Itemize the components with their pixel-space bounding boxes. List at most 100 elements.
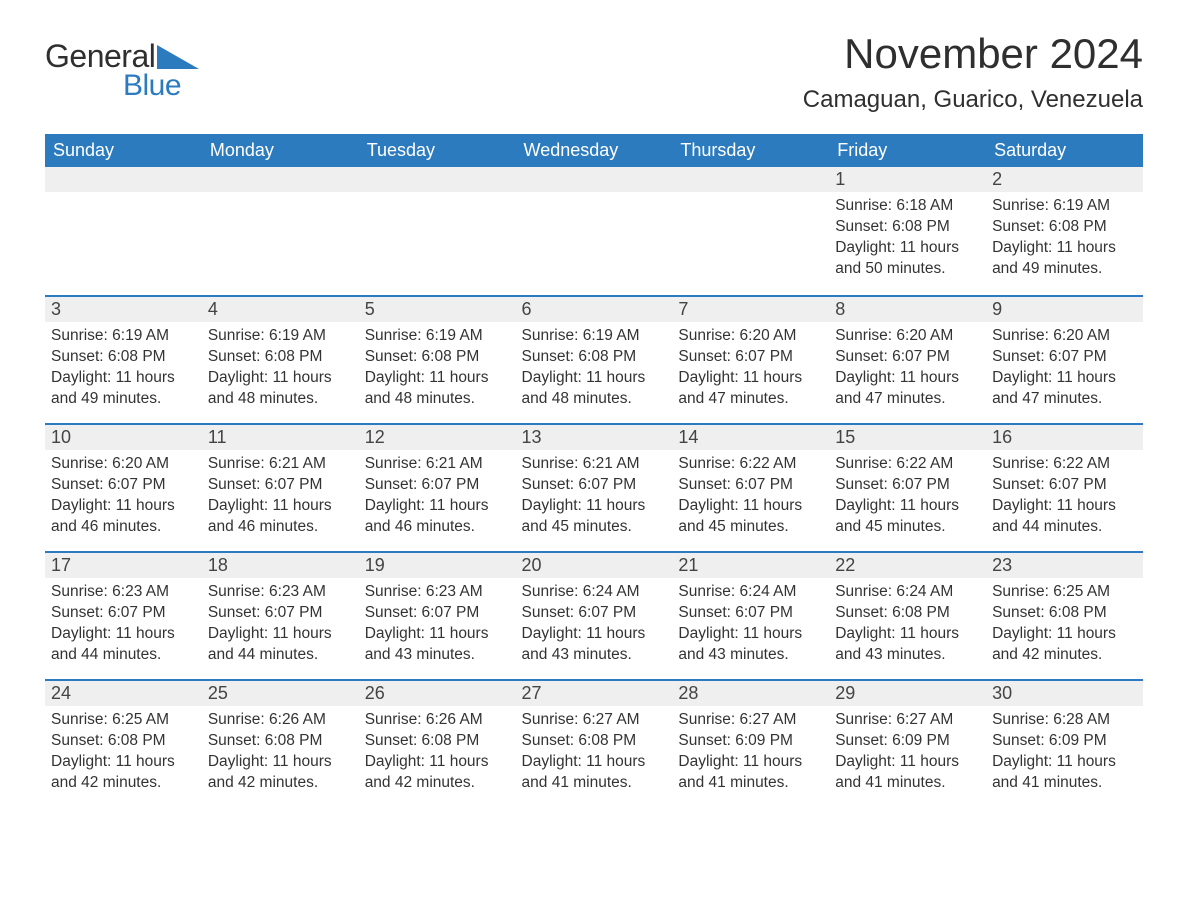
day-details: Sunrise: 6:25 AMSunset: 6:08 PMDaylight:… bbox=[45, 706, 202, 802]
day-details: Sunrise: 6:24 AMSunset: 6:08 PMDaylight:… bbox=[829, 578, 986, 674]
day-details: Sunrise: 6:26 AMSunset: 6:08 PMDaylight:… bbox=[202, 706, 359, 802]
sunset-text: Sunset: 6:07 PM bbox=[678, 347, 823, 368]
day-header-cell: Monday bbox=[202, 134, 359, 167]
week-row: 24Sunrise: 6:25 AMSunset: 6:08 PMDayligh… bbox=[45, 679, 1143, 807]
sunrise-text: Sunrise: 6:22 AM bbox=[835, 454, 980, 475]
day-cell: 15Sunrise: 6:22 AMSunset: 6:07 PMDayligh… bbox=[829, 423, 986, 551]
day-number: 13 bbox=[516, 423, 673, 450]
sunset-text: Sunset: 6:07 PM bbox=[208, 475, 353, 496]
day-details: Sunrise: 6:24 AMSunset: 6:07 PMDaylight:… bbox=[516, 578, 673, 674]
empty-day-number bbox=[516, 167, 673, 192]
day-details: Sunrise: 6:22 AMSunset: 6:07 PMDaylight:… bbox=[986, 450, 1143, 546]
sunset-text: Sunset: 6:07 PM bbox=[208, 603, 353, 624]
daylight-text: Daylight: 11 hours and 47 minutes. bbox=[992, 368, 1137, 410]
sunset-text: Sunset: 6:08 PM bbox=[51, 347, 196, 368]
day-number: 12 bbox=[359, 423, 516, 450]
empty-day-number bbox=[672, 167, 829, 192]
day-number: 19 bbox=[359, 551, 516, 578]
day-details: Sunrise: 6:20 AMSunset: 6:07 PMDaylight:… bbox=[829, 322, 986, 418]
day-number: 10 bbox=[45, 423, 202, 450]
day-header-cell: Sunday bbox=[45, 134, 202, 167]
day-details: Sunrise: 6:26 AMSunset: 6:08 PMDaylight:… bbox=[359, 706, 516, 802]
day-number: 8 bbox=[829, 295, 986, 322]
sunset-text: Sunset: 6:09 PM bbox=[678, 731, 823, 752]
day-cell: 4Sunrise: 6:19 AMSunset: 6:08 PMDaylight… bbox=[202, 295, 359, 423]
sunrise-text: Sunrise: 6:27 AM bbox=[678, 710, 823, 731]
sunrise-text: Sunrise: 6:20 AM bbox=[835, 326, 980, 347]
sunrise-text: Sunrise: 6:20 AM bbox=[678, 326, 823, 347]
day-cell: 11Sunrise: 6:21 AMSunset: 6:07 PMDayligh… bbox=[202, 423, 359, 551]
sunrise-text: Sunrise: 6:24 AM bbox=[522, 582, 667, 603]
day-header-cell: Saturday bbox=[986, 134, 1143, 167]
daylight-text: Daylight: 11 hours and 50 minutes. bbox=[835, 238, 980, 280]
sunrise-text: Sunrise: 6:22 AM bbox=[678, 454, 823, 475]
sunrise-text: Sunrise: 6:21 AM bbox=[365, 454, 510, 475]
sunrise-text: Sunrise: 6:25 AM bbox=[992, 582, 1137, 603]
daylight-text: Daylight: 11 hours and 44 minutes. bbox=[208, 624, 353, 666]
sunrise-text: Sunrise: 6:19 AM bbox=[51, 326, 196, 347]
day-details: Sunrise: 6:22 AMSunset: 6:07 PMDaylight:… bbox=[672, 450, 829, 546]
day-cell: 6Sunrise: 6:19 AMSunset: 6:08 PMDaylight… bbox=[516, 295, 673, 423]
day-cell: 21Sunrise: 6:24 AMSunset: 6:07 PMDayligh… bbox=[672, 551, 829, 679]
location-subtitle: Camaguan, Guarico, Venezuela bbox=[803, 86, 1143, 114]
daylight-text: Daylight: 11 hours and 41 minutes. bbox=[678, 752, 823, 794]
calendar-table: SundayMondayTuesdayWednesdayThursdayFrid… bbox=[45, 134, 1143, 807]
day-cell bbox=[202, 167, 359, 295]
day-header-cell: Friday bbox=[829, 134, 986, 167]
sunset-text: Sunset: 6:07 PM bbox=[678, 603, 823, 624]
logo-text-blue: Blue bbox=[123, 69, 199, 103]
day-number: 21 bbox=[672, 551, 829, 578]
day-details: Sunrise: 6:27 AMSunset: 6:09 PMDaylight:… bbox=[672, 706, 829, 802]
day-number: 16 bbox=[986, 423, 1143, 450]
daylight-text: Daylight: 11 hours and 49 minutes. bbox=[992, 238, 1137, 280]
day-cell: 7 Sunrise: 6:20 AMSunset: 6:07 PMDaylight… bbox=[672, 295, 829, 423]
sunrise-text: Sunrise: 6:19 AM bbox=[522, 326, 667, 347]
sunrise-text: Sunrise: 6:25 AM bbox=[51, 710, 196, 731]
sunrise-text: Sunrise: 6:21 AM bbox=[522, 454, 667, 475]
daylight-text: Daylight: 11 hours and 47 minutes. bbox=[678, 368, 823, 410]
day-header-row: SundayMondayTuesdayWednesdayThursdayFrid… bbox=[45, 134, 1143, 167]
sunset-text: Sunset: 6:07 PM bbox=[992, 347, 1137, 368]
sunset-text: Sunset: 6:08 PM bbox=[835, 603, 980, 624]
logo: General Blue bbox=[45, 38, 199, 103]
daylight-text: Daylight: 11 hours and 42 minutes. bbox=[208, 752, 353, 794]
daylight-text: Daylight: 11 hours and 41 minutes. bbox=[522, 752, 667, 794]
day-number: 9 bbox=[986, 295, 1143, 322]
day-number: 4 bbox=[202, 295, 359, 322]
day-details: Sunrise: 6:19 AMSunset: 6:08 PMDaylight:… bbox=[986, 192, 1143, 288]
sunset-text: Sunset: 6:08 PM bbox=[365, 731, 510, 752]
daylight-text: Daylight: 11 hours and 44 minutes. bbox=[51, 624, 196, 666]
sunrise-text: Sunrise: 6:27 AM bbox=[835, 710, 980, 731]
daylight-text: Daylight: 11 hours and 41 minutes. bbox=[992, 752, 1137, 794]
daylight-text: Daylight: 11 hours and 45 minutes. bbox=[522, 496, 667, 538]
sunrise-text: Sunrise: 6:20 AM bbox=[51, 454, 196, 475]
daylight-text: Daylight: 11 hours and 43 minutes. bbox=[365, 624, 510, 666]
day-header-cell: Tuesday bbox=[359, 134, 516, 167]
week-row: 17Sunrise: 6:23 AMSunset: 6:07 PMDayligh… bbox=[45, 551, 1143, 679]
day-cell: 26Sunrise: 6:26 AMSunset: 6:08 PMDayligh… bbox=[359, 679, 516, 807]
week-row: 10Sunrise: 6:20 AMSunset: 6:07 PMDayligh… bbox=[45, 423, 1143, 551]
page-header: General Blue November 2024 Camaguan, Gua… bbox=[45, 30, 1143, 114]
day-number: 17 bbox=[45, 551, 202, 578]
day-cell: 9Sunrise: 6:20 AMSunset: 6:07 PMDaylight… bbox=[986, 295, 1143, 423]
day-number: 26 bbox=[359, 679, 516, 706]
daylight-text: Daylight: 11 hours and 42 minutes. bbox=[51, 752, 196, 794]
day-cell bbox=[672, 167, 829, 295]
daylight-text: Daylight: 11 hours and 46 minutes. bbox=[365, 496, 510, 538]
day-cell: 20Sunrise: 6:24 AMSunset: 6:07 PMDayligh… bbox=[516, 551, 673, 679]
month-title: November 2024 bbox=[803, 30, 1143, 78]
sunset-text: Sunset: 6:07 PM bbox=[522, 475, 667, 496]
sunrise-text: Sunrise: 6:21 AM bbox=[208, 454, 353, 475]
sunrise-text: Sunrise: 6:18 AM bbox=[835, 196, 980, 217]
day-details: Sunrise: 6:21 AMSunset: 6:07 PMDaylight:… bbox=[516, 450, 673, 546]
daylight-text: Daylight: 11 hours and 41 minutes. bbox=[835, 752, 980, 794]
day-cell: 28Sunrise: 6:27 AMSunset: 6:09 PMDayligh… bbox=[672, 679, 829, 807]
day-number: 7 bbox=[672, 295, 829, 322]
day-number: 11 bbox=[202, 423, 359, 450]
title-block: November 2024 Camaguan, Guarico, Venezue… bbox=[803, 30, 1143, 114]
day-number: 27 bbox=[516, 679, 673, 706]
day-details: Sunrise: 6:20 AMSunset: 6:07 PMDaylight:… bbox=[45, 450, 202, 546]
day-details: Sunrise: 6:27 AMSunset: 6:08 PMDaylight:… bbox=[516, 706, 673, 802]
day-cell: 18Sunrise: 6:23 AMSunset: 6:07 PMDayligh… bbox=[202, 551, 359, 679]
day-details: Sunrise: 6:18 AMSunset: 6:08 PMDaylight:… bbox=[829, 192, 986, 288]
